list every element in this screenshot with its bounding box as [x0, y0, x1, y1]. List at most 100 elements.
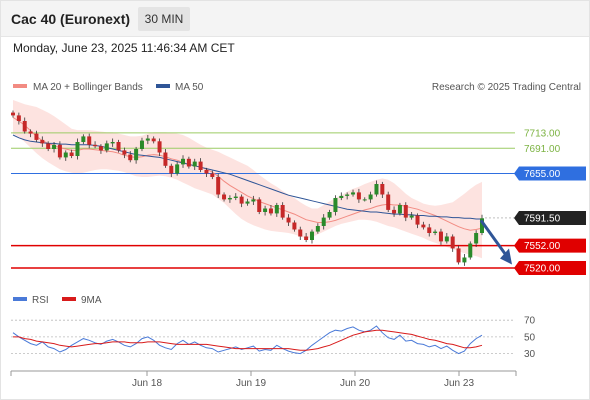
candle-body	[157, 141, 162, 153]
candle-body	[181, 158, 186, 165]
candle-body	[186, 158, 191, 167]
candle-body	[198, 161, 203, 170]
candle-body	[415, 215, 420, 225]
candle-body	[28, 131, 33, 134]
candle-body	[368, 194, 373, 200]
candle-body	[52, 144, 57, 149]
candle-body	[421, 224, 426, 228]
support-label-7520.00-tag	[514, 261, 586, 275]
instrument-title: Cac 40 (Euronext)	[11, 11, 131, 27]
candle-body	[345, 194, 350, 196]
candle-body	[450, 236, 455, 249]
candle-body	[274, 205, 279, 214]
rsi-legend-label: RSI	[32, 295, 49, 306]
candle-body	[104, 143, 109, 151]
support-label-7552.00-tag	[514, 238, 586, 253]
rsi-panel: 70 50 30	[11, 316, 536, 360]
candle-body	[11, 112, 15, 116]
rsi-ma-line	[13, 329, 483, 351]
candle-body	[444, 236, 449, 242]
candle-body	[298, 229, 303, 237]
rsi-legend-swatch	[13, 297, 27, 301]
candle-body	[69, 152, 74, 156]
candle-body	[239, 196, 244, 204]
candle-body	[22, 121, 27, 132]
bollinger-band-fill	[13, 100, 482, 259]
rsi-tick-30: 30	[524, 349, 536, 360]
rsi-ma-legend-swatch	[62, 297, 76, 301]
candle-body	[34, 133, 39, 140]
candle-body	[438, 231, 443, 242]
candle-body	[351, 192, 356, 195]
candle-body	[392, 209, 397, 214]
candle-body	[468, 243, 473, 258]
candle-body	[268, 208, 273, 214]
resistance-label-7691.00: 7691.00	[524, 144, 561, 155]
rsi-line	[12, 325, 483, 355]
candle-body	[163, 152, 168, 166]
candle-body	[227, 198, 232, 200]
x-tick-label: Jun 20	[340, 378, 370, 389]
chart-datetime: Monday, June 23, 2025 11:46:34 AM CET	[13, 41, 235, 55]
chart-header: Cac 40 (Euronext) 30 MIN	[1, 1, 589, 37]
candle-body	[380, 184, 385, 195]
candle-body	[427, 227, 432, 233]
forecast-arrow-shaft	[479, 219, 509, 258]
candle-body	[321, 217, 326, 226]
x-tick-label: Jun 19	[236, 378, 266, 389]
level-labels: 7713.00 7691.00 7655.00 7552.00 7520.00 7591.…	[485, 128, 586, 275]
candle-body	[110, 142, 115, 144]
candle-body	[245, 201, 250, 204]
x-tick-label: Jun 23	[444, 378, 474, 389]
ma20-legend-label: MA 20 + Bollinger Bands	[33, 82, 143, 93]
timeframe-badge[interactable]: 30 MIN	[138, 7, 190, 31]
candle-body	[409, 215, 414, 218]
ma50-legend-swatch	[156, 84, 170, 88]
candle-body	[397, 205, 402, 214]
candle-body	[356, 192, 361, 200]
forecast-arrow-head	[500, 248, 512, 265]
candle-body	[75, 142, 80, 156]
candle-body	[98, 146, 103, 151]
candle-body	[433, 231, 438, 233]
candle-body	[175, 164, 180, 174]
candle-body	[257, 199, 262, 212]
last-price-label-tag	[514, 210, 586, 225]
candle-body	[280, 205, 285, 218]
candle-body	[456, 248, 461, 263]
x-tick-label: Jun 18	[132, 378, 162, 389]
candle-body	[145, 138, 150, 141]
candle-body	[386, 194, 391, 210]
candle-body	[327, 212, 332, 218]
support-label-7520.00-text: 7520.00	[524, 264, 561, 275]
candle-body	[139, 140, 144, 149]
candles	[11, 110, 484, 266]
ma50-legend-label: MA 50	[175, 82, 204, 93]
rsi-ma-legend-label: 9MA	[81, 295, 102, 306]
candle-body	[87, 136, 92, 145]
candle-body	[151, 138, 156, 142]
rsi-tick-70: 70	[524, 316, 536, 327]
candle-body	[403, 205, 408, 218]
candle-body	[309, 231, 314, 240]
research-credit: Research © 2025 Trading Central	[432, 82, 581, 93]
rsi-tick-50: 50	[524, 332, 536, 343]
support-label-7552.00-text: 7552.00	[524, 241, 561, 252]
candle-body	[292, 222, 297, 230]
candle-body	[263, 208, 268, 212]
last-price-label-text: 7591.50	[524, 213, 561, 224]
candle-body	[216, 177, 221, 195]
candle-body	[134, 149, 139, 161]
pivot-label-7655.00-text: 7655.00	[524, 169, 561, 180]
forecast-arrow	[479, 219, 512, 265]
candle-body	[122, 150, 127, 155]
candle-body	[93, 144, 98, 147]
candle-body	[362, 199, 367, 201]
candle-body	[480, 218, 484, 233]
candle-body	[46, 143, 51, 149]
candle-body	[333, 198, 338, 212]
candle-body	[474, 233, 479, 244]
ma20-legend-swatch	[13, 84, 27, 88]
candle-body	[63, 152, 68, 158]
